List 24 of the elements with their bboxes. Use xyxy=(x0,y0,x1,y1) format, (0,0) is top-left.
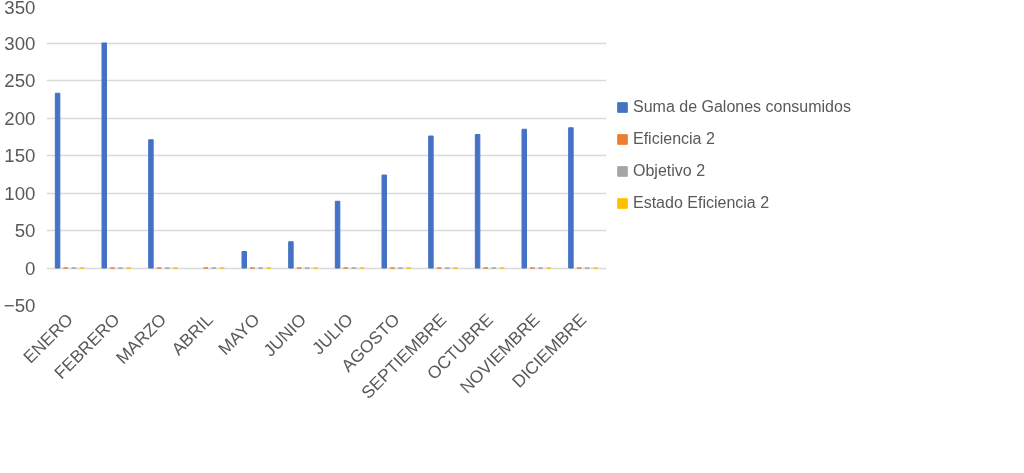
bar xyxy=(474,134,481,269)
legend-label: Eficiencia 2 xyxy=(633,130,715,148)
y-tick-label: 50 xyxy=(14,220,36,241)
bar xyxy=(568,127,574,269)
y-tick-label: 350 xyxy=(4,0,36,18)
bar xyxy=(428,135,434,269)
y-tick-label: 150 xyxy=(4,145,36,166)
bar xyxy=(381,174,387,269)
y-tick-label: 100 xyxy=(4,182,36,204)
legend-label: Estado Eficiencia 2 xyxy=(633,194,770,212)
y-tick-label: 0 xyxy=(25,257,36,279)
legend-label: Objetivo 2 xyxy=(633,162,706,180)
y-tick-label: 300 xyxy=(4,32,36,54)
bar xyxy=(241,251,247,269)
y-tick-label: 200 xyxy=(4,107,36,129)
bar xyxy=(334,200,341,269)
bar xyxy=(521,128,527,269)
y-tick-label: −50 xyxy=(3,295,36,316)
bar xyxy=(148,139,154,269)
y-tick-label: 250 xyxy=(4,70,36,91)
bar xyxy=(101,42,107,269)
legend-label: Suma de Galones consumidos xyxy=(633,98,851,116)
bar xyxy=(54,92,61,269)
bar xyxy=(288,241,294,269)
